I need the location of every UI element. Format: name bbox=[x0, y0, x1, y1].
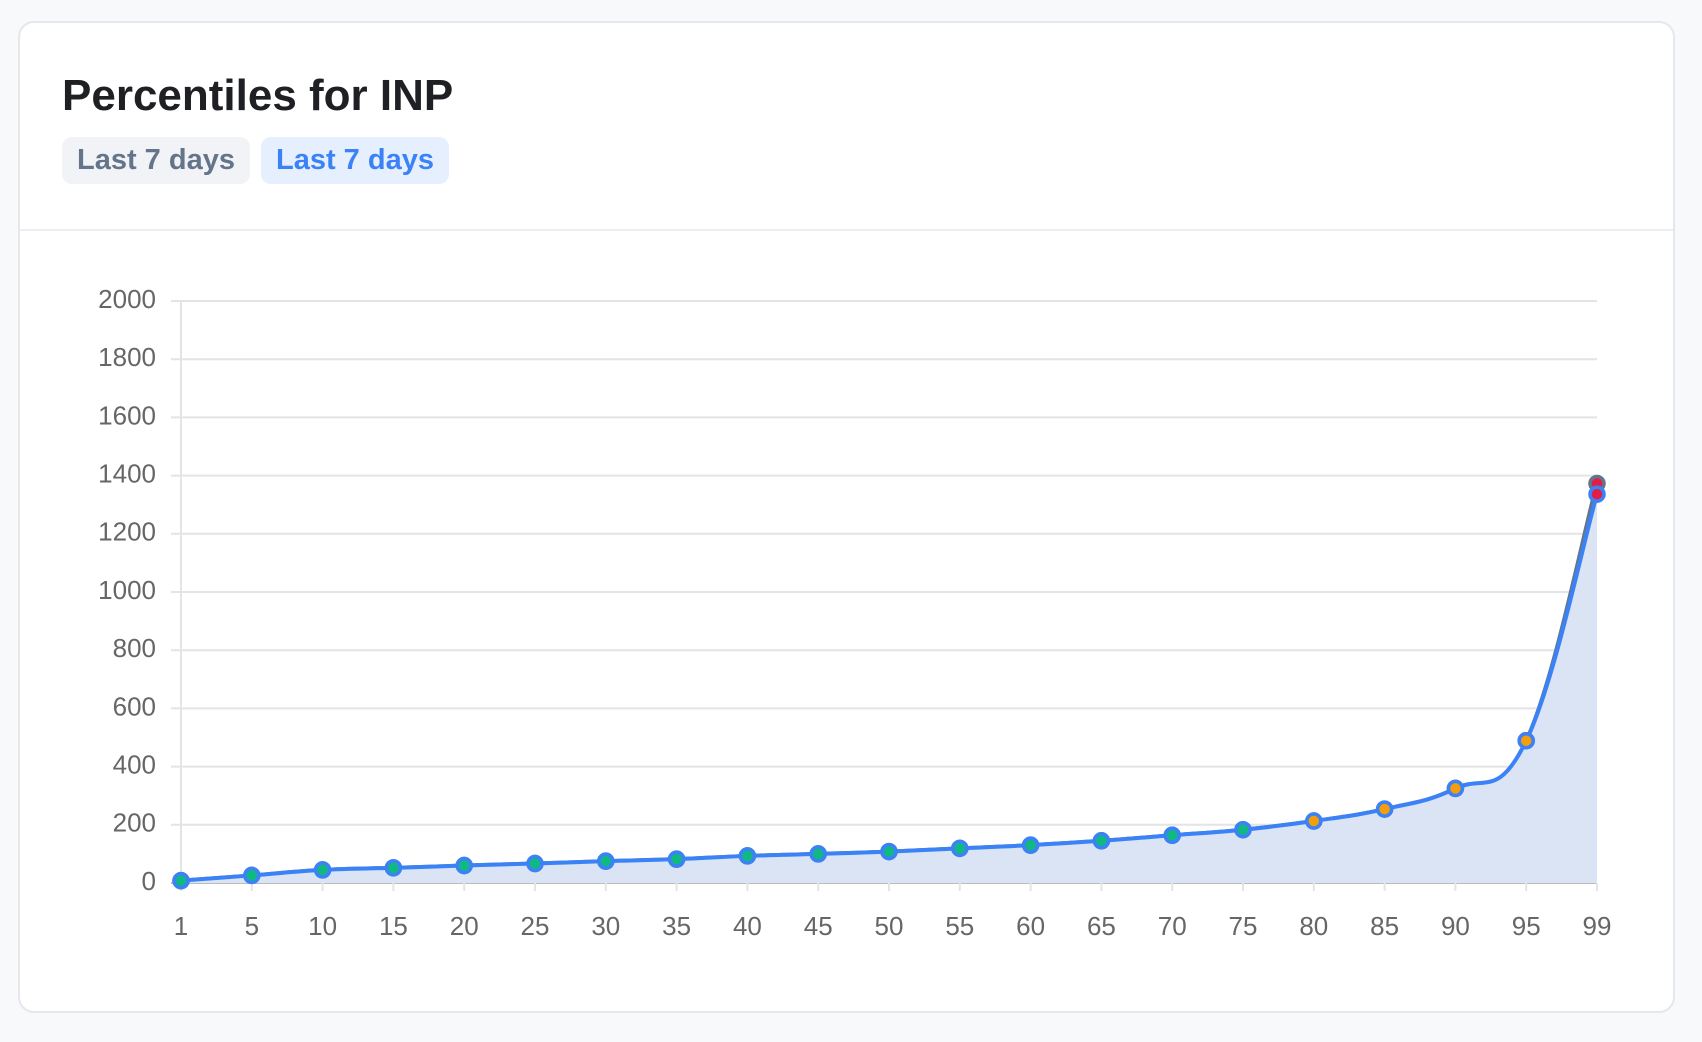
point bbox=[1092, 832, 1111, 850]
x-tick-label: 35 bbox=[662, 911, 691, 941]
y-tick-label: 1200 bbox=[98, 517, 156, 547]
point bbox=[738, 847, 757, 865]
x-tick-label: 99 bbox=[1583, 911, 1612, 941]
y-tick-label: 0 bbox=[142, 866, 156, 896]
x-tick-label: 25 bbox=[521, 911, 550, 941]
y-tick-label: 2000 bbox=[98, 284, 156, 314]
x-tick-label: 55 bbox=[945, 911, 974, 941]
y-tick-label: 1600 bbox=[98, 400, 156, 430]
card: Percentiles for INP Last 7 days Last 7 da… bbox=[18, 21, 1675, 1013]
x-tick-label: 45 bbox=[804, 911, 833, 941]
x-tick-label: 30 bbox=[591, 911, 620, 941]
point bbox=[1588, 485, 1606, 503]
y-tick-label: 600 bbox=[113, 691, 156, 721]
point bbox=[1446, 779, 1465, 798]
legend-item[interactable]: Last 7 days bbox=[260, 137, 449, 184]
point bbox=[384, 859, 403, 877]
divider bbox=[20, 229, 1673, 231]
point bbox=[667, 850, 686, 868]
x-tick-label: 85 bbox=[1370, 911, 1399, 941]
point bbox=[172, 871, 190, 890]
x-tick-label: 5 bbox=[245, 911, 259, 941]
x-tick-label: 15 bbox=[379, 911, 408, 941]
x-tick-label: 90 bbox=[1441, 911, 1470, 941]
line bbox=[180, 493, 1599, 883]
x-tick-label: 50 bbox=[875, 911, 904, 941]
x-tick-label: 60 bbox=[1016, 911, 1045, 941]
point bbox=[243, 866, 261, 885]
point bbox=[951, 839, 969, 858]
point bbox=[526, 854, 544, 873]
y-tick-label: 1000 bbox=[98, 575, 156, 605]
point bbox=[880, 842, 898, 861]
point bbox=[597, 852, 615, 870]
x-tick-label: 80 bbox=[1299, 911, 1328, 941]
x-tick-label: 10 bbox=[308, 911, 337, 941]
y-tick-label: 200 bbox=[113, 808, 156, 838]
area bbox=[181, 494, 1597, 883]
legend: Last 7 days Last 7 days bbox=[62, 137, 449, 184]
x-tick-label: 75 bbox=[1229, 911, 1258, 941]
point bbox=[1021, 836, 1040, 854]
point bbox=[455, 856, 473, 875]
x-tick-label: 1 bbox=[174, 911, 188, 941]
legend-item[interactable]: Last 7 days bbox=[62, 137, 250, 184]
x-tick-label: 20 bbox=[450, 911, 479, 941]
point bbox=[1234, 820, 1252, 839]
y-tick-label: 1800 bbox=[98, 342, 156, 372]
chart-title: Percentiles for INP bbox=[62, 71, 454, 120]
point bbox=[1375, 800, 1394, 818]
x-tick-label: 65 bbox=[1087, 911, 1116, 941]
point bbox=[1163, 826, 1181, 845]
y-tick-label: 1400 bbox=[98, 458, 156, 488]
x-tick-label: 70 bbox=[1158, 911, 1187, 941]
point bbox=[1305, 812, 1323, 830]
point bbox=[1517, 731, 1535, 750]
y-tick-label: 400 bbox=[113, 749, 156, 779]
x-tick-label: 95 bbox=[1512, 911, 1541, 941]
point bbox=[313, 861, 332, 879]
x-tick-label: 40 bbox=[733, 911, 762, 941]
point bbox=[809, 845, 827, 863]
y-tick-label: 800 bbox=[113, 633, 156, 663]
